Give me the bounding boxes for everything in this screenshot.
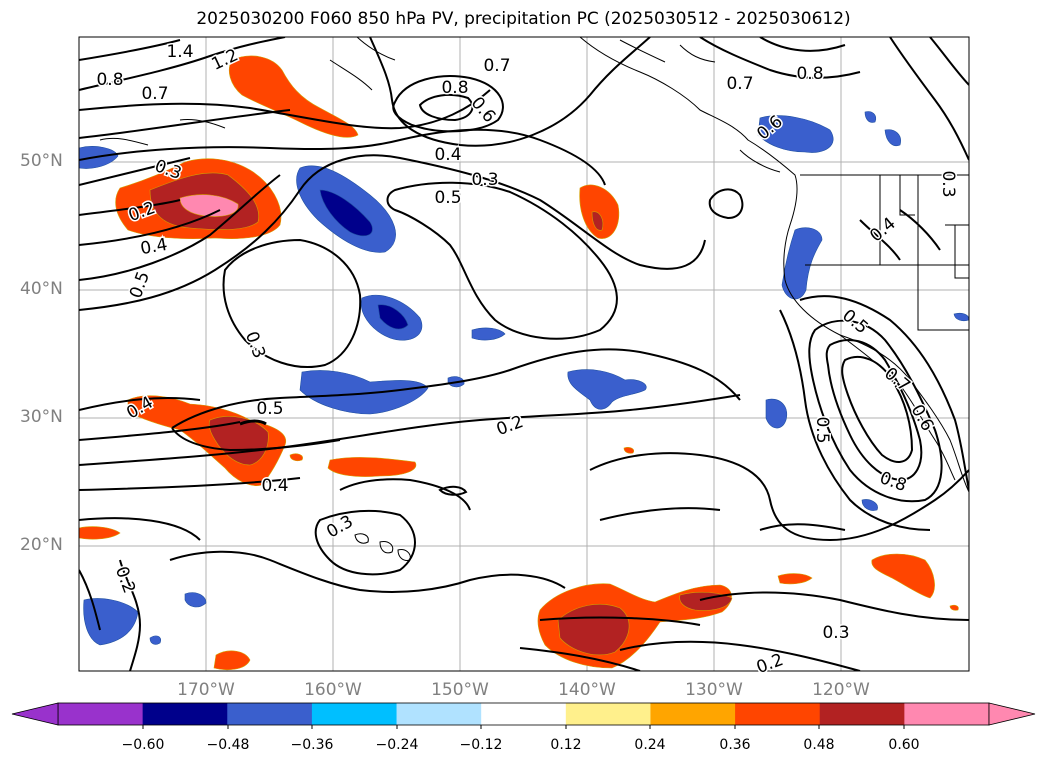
pos-anomaly [213, 650, 251, 670]
pos-anomaly [289, 453, 303, 462]
neg-anomaly [781, 227, 823, 300]
contour-label: 0.7 [141, 84, 168, 104]
colorbar-segment [650, 703, 736, 725]
lon-label-140w: 140°W [558, 680, 616, 700]
pos-anomaly [591, 211, 604, 231]
neg-anomaly [299, 370, 429, 415]
colorbar-tick-label: 0.12 [550, 737, 582, 753]
colorbar-segment [58, 703, 144, 725]
colorbar-segment [904, 703, 990, 725]
colorbar-segment [481, 703, 567, 725]
negative-precip-anomalies [79, 111, 969, 646]
contour-label: 0.8 [96, 70, 123, 90]
colorbar-tick-label: −0.48 [206, 737, 250, 753]
contour-label: 1.4 [166, 42, 193, 62]
colorbar-right-extension [988, 702, 1036, 726]
lon-label-160w: 160°W [304, 680, 362, 700]
positive-precip-anomalies [79, 55, 959, 670]
pos-anomaly [623, 447, 635, 454]
neg-anomaly [757, 115, 834, 153]
colorbar-tick-label: −0.24 [375, 737, 419, 753]
pos-anomaly [79, 526, 121, 540]
neg-anomaly [184, 592, 207, 608]
lon-label-130w: 130°W [685, 680, 743, 700]
colorbar-segment [227, 703, 313, 725]
colorbar-segment [819, 703, 905, 725]
contour-label: 0.5 [812, 416, 832, 443]
contour-label: 0.3 [822, 623, 849, 643]
lon-label-120w: 120°W [812, 680, 870, 700]
pv-contours [79, 37, 969, 671]
colorbar-frame [57, 702, 990, 726]
contour-label: 0.3 [471, 170, 498, 190]
pos-anomaly [871, 553, 935, 599]
neg-anomaly [149, 635, 161, 645]
contour-label: 0.4 [261, 476, 288, 496]
colorbar-tick-label: 0.60 [888, 737, 920, 753]
pos-anomaly [949, 604, 959, 611]
contour-label: 0.7 [726, 74, 753, 94]
contour-label: 0.4 [434, 145, 461, 165]
pos-anomaly [579, 184, 620, 239]
colorbar-tick-label: 0.36 [719, 737, 751, 753]
neg-anomaly [953, 312, 969, 322]
contour-label: 0.5 [256, 399, 283, 419]
colorbar-tick-label: 0.48 [803, 737, 835, 753]
lat-label-20n: 20°N [20, 535, 63, 555]
contour-label: 0.7 [483, 56, 510, 76]
pos-anomaly [327, 457, 417, 477]
colorbar-segment [396, 703, 482, 725]
colorbar-tick-label: −0.60 [121, 737, 165, 753]
contour-label: 0.3 [938, 170, 958, 197]
neg-anomaly [884, 129, 901, 147]
lat-label-40n: 40°N [20, 279, 63, 299]
neg-anomaly [377, 304, 409, 330]
colorbar-segment [735, 703, 821, 725]
neg-anomaly [567, 369, 647, 410]
neg-anomaly [83, 598, 139, 646]
neg-anomaly [861, 499, 878, 511]
colorbar-tick-label: −0.12 [459, 737, 503, 753]
colorbar-tick-label: −0.36 [290, 737, 334, 753]
colorbar-tick-label: 0.24 [634, 737, 666, 753]
lon-label-170w: 170°W [177, 680, 235, 700]
colorbar-segments [57, 702, 990, 726]
colorbar-tickmarks [142, 725, 905, 729]
pos-anomaly [229, 55, 359, 138]
contour-label: 0.4 [139, 235, 169, 259]
neg-anomaly [864, 111, 877, 123]
colorbar-left-extension [11, 702, 59, 726]
contour-label: 0.8 [796, 64, 823, 84]
contour-label: 0.8 [441, 78, 468, 98]
colorbar-segment [142, 703, 228, 725]
colorbar-segment [565, 703, 651, 725]
neg-anomaly [765, 398, 788, 429]
contour-label: 0.5 [434, 188, 461, 208]
neg-anomaly [471, 327, 506, 341]
pos-anomaly [179, 194, 239, 217]
lat-label-50n: 50°N [20, 151, 63, 171]
map-title: 2025030200 F060 850 hPa PV, precipitatio… [196, 9, 851, 29]
coastlines [99, 37, 969, 561]
pos-anomaly [777, 573, 813, 585]
neg-anomaly [319, 189, 373, 237]
lat-label-30n: 30°N [20, 407, 63, 427]
colorbar-segment [311, 703, 398, 725]
pv-precip-map: 1.4 1.20.80.70.30.20.40.50.70.80.60.40.30… [78, 36, 970, 680]
lon-label-150w: 150°W [431, 680, 489, 700]
